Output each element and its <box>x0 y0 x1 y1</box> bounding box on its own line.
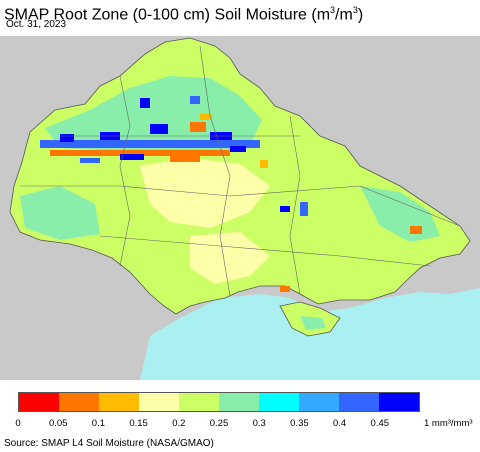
legend-swatch-4 <box>179 393 219 411</box>
moist-west <box>20 186 100 240</box>
wet-band <box>40 96 422 292</box>
crimea-moist <box>300 316 326 330</box>
legend-tick-label: 0.05 <box>48 418 68 429</box>
legend-swatch-7 <box>299 393 339 411</box>
legend-tick-label: 0.4 <box>332 418 347 429</box>
legend-unit: 1 mm³/mm³ <box>424 418 473 429</box>
legend-swatch-9 <box>379 393 419 411</box>
soil-moisture-map <box>0 36 480 380</box>
legend-swatch-3 <box>139 393 179 411</box>
legend-swatch-1 <box>59 393 99 411</box>
color-legend <box>18 392 420 412</box>
map-date: Oct. 31, 2023 <box>6 19 67 30</box>
legend-swatch-5 <box>219 393 259 411</box>
legend-tick-label: 0.45 <box>370 418 390 429</box>
legend-swatch-6 <box>259 393 299 411</box>
map-title: SMAP Root Zone (0-100 cm) Soil Moisture … <box>4 5 364 24</box>
legend-tick-label: 0.3 <box>252 418 266 429</box>
legend-swatch-0 <box>19 393 59 411</box>
legend-swatch-2 <box>99 393 139 411</box>
legend-swatch-8 <box>339 393 379 411</box>
dry-central <box>140 158 270 228</box>
legend-tick-label: 0 <box>15 418 21 429</box>
legend-tick-label: 0.35 <box>290 418 309 429</box>
legend-tick-label: 0.1 <box>91 418 105 429</box>
legend-tick-label: 0.15 <box>129 418 148 429</box>
moist-north <box>45 76 262 154</box>
legend-ticks: 0 0.05 0.1 0.15 0.2 0.25 0.3 0.35 0.4 0.45 <box>0 418 480 432</box>
legend-tick-label: 0.2 <box>172 418 186 429</box>
region-borders <box>20 45 461 297</box>
source-note: Source: SMAP L4 Soil Moisture (NASA/GMAO… <box>4 438 214 449</box>
legend-tick-label: 0.25 <box>209 418 229 429</box>
